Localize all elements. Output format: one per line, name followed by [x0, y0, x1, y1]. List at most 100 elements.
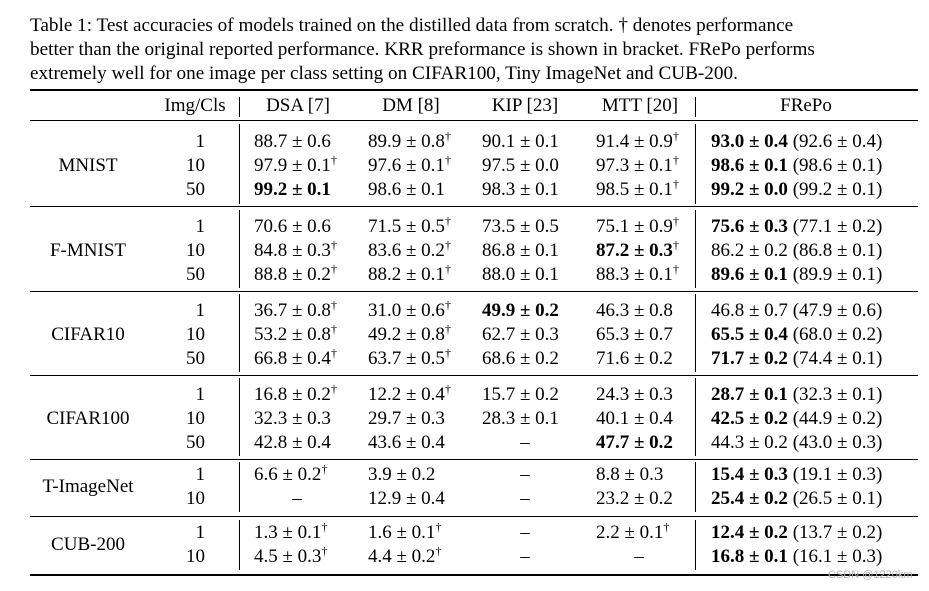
column-divider: [239, 462, 240, 512]
accuracy-cell: 12.4 ± 0.2 (13.7 ± 0.2): [711, 522, 882, 544]
dagger-mark: †: [444, 346, 451, 360]
accuracy-cell: 15.4 ± 0.3 (19.1 ± 0.3): [711, 464, 882, 486]
dagger-mark: †: [444, 153, 451, 167]
accuracy-cell: 98.3 ± 0.1: [482, 179, 559, 201]
caption-line-2: better than the original reported perfor…: [30, 39, 815, 60]
dagger-mark: †: [330, 322, 337, 336]
accuracy-cell: 46.8 ± 0.7 (47.9 ± 0.6): [711, 300, 882, 322]
ipc-value: 50: [186, 264, 205, 285]
accuracy-value: –: [520, 522, 530, 543]
accuracy-value: –: [292, 488, 302, 509]
accuracy-cell: 89.6 ± 0.1 (89.9 ± 0.1): [711, 264, 882, 286]
krr-value: (77.1 ± 0.2): [787, 216, 883, 237]
accuracy-cell: 98.6 ± 0.1 (98.6 ± 0.1): [711, 155, 882, 177]
accuracy-cell: 88.0 ± 0.1: [482, 264, 559, 286]
top-rule: [30, 89, 918, 91]
accuracy-cell: 91.4 ± 0.9†: [596, 130, 679, 153]
dagger-mark: †: [330, 346, 337, 360]
ipc-value: 50: [186, 348, 205, 369]
accuracy-cell: –: [520, 488, 530, 510]
accuracy-value: 43.6 ± 0.4: [368, 432, 445, 453]
ipc-value: 1: [195, 216, 206, 237]
accuracy-value: 32.3 ± 0.3: [254, 408, 331, 429]
accuracy-cell: 4.5 ± 0.3†: [254, 544, 328, 568]
accuracy-value: 68.6 ± 0.2: [482, 348, 559, 369]
accuracy-value: 53.2 ± 0.8: [254, 324, 331, 345]
best-accuracy-value: 42.5 ± 0.2: [711, 408, 788, 429]
accuracy-cell: 1.6 ± 0.1†: [368, 520, 442, 544]
accuracy-value: 6.6 ± 0.2: [254, 464, 322, 485]
accuracy-cell: 28.7 ± 0.1 (32.3 ± 0.1): [711, 384, 882, 406]
dagger-mark: †: [321, 544, 328, 558]
accuracy-value: 40.1 ± 0.4: [596, 408, 673, 429]
accuracy-cell: 70.6 ± 0.6: [254, 216, 331, 238]
accuracy-cell: 84.8 ± 0.3†: [254, 239, 337, 262]
accuracy-value: 75.1 ± 0.9: [596, 216, 673, 237]
accuracy-cell: 89.9 ± 0.8†: [368, 130, 451, 153]
best-accuracy-value: 89.6 ± 0.1: [711, 264, 788, 285]
table-caption: Table 1: Test accuracies of models train…: [30, 14, 910, 86]
accuracy-cell: 49.2 ± 0.8†: [368, 323, 451, 346]
dataset-label: MNIST: [58, 155, 118, 176]
accuracy-value: 44.3 ± 0.2: [711, 432, 788, 453]
accuracy-value: 73.5 ± 0.5: [482, 216, 559, 237]
krr-value: (99.2 ± 0.1): [787, 179, 883, 200]
accuracy-value: –: [634, 546, 644, 567]
accuracy-cell: 40.1 ± 0.4: [596, 408, 673, 430]
accuracy-cell: 8.8 ± 0.3: [596, 464, 663, 486]
accuracy-cell: 65.3 ± 0.7: [596, 324, 673, 346]
header-dm: DM [8]: [382, 95, 440, 116]
krr-value: (86.8 ± 0.1): [787, 240, 883, 261]
dagger-mark: †: [330, 153, 337, 167]
best-accuracy-value: 93.0 ± 0.4: [711, 131, 788, 152]
accuracy-value: 16.8 ± 0.2: [254, 384, 331, 405]
accuracy-cell: 2.2 ± 0.1†: [596, 520, 670, 544]
column-divider: [239, 294, 240, 372]
accuracy-cell: 75.6 ± 0.3 (77.1 ± 0.2): [711, 216, 882, 238]
accuracy-cell: 31.0 ± 0.6†: [368, 299, 451, 322]
header-dsa: DSA [7]: [266, 95, 330, 116]
accuracy-value: 97.9 ± 0.1: [254, 155, 331, 176]
accuracy-value: 88.7 ± 0.6: [254, 131, 331, 152]
krr-value: (47.9 ± 0.6): [787, 300, 883, 321]
accuracy-cell: 25.4 ± 0.2 (26.5 ± 0.1): [711, 488, 882, 510]
dagger-mark: †: [444, 214, 451, 228]
krr-value: (44.9 ± 0.2): [787, 408, 883, 429]
accuracy-cell: 90.1 ± 0.1: [482, 131, 559, 153]
accuracy-value: 70.6 ± 0.6: [254, 216, 331, 237]
caption-line-1: Table 1: Test accuracies of models train…: [30, 15, 794, 36]
ipc-value: 50: [186, 432, 205, 453]
accuracy-cell: 36.7 ± 0.8†: [254, 298, 337, 322]
accuracy-value: 84.8 ± 0.3: [254, 240, 331, 261]
accuracy-cell: 71.7 ± 0.2 (74.4 ± 0.1): [711, 348, 882, 370]
accuracy-value: –: [520, 488, 530, 509]
dagger-mark: †: [330, 262, 337, 276]
krr-value: (26.5 ± 0.1): [787, 488, 883, 509]
accuracy-cell: 97.5 ± 0.0: [482, 155, 559, 177]
dagger-mark: †: [663, 520, 670, 534]
accuracy-value: 83.6 ± 0.2: [368, 240, 445, 261]
accuracy-cell: –: [520, 522, 530, 544]
accuracy-cell: 98.5 ± 0.1†: [596, 178, 679, 201]
accuracy-cell: 63.7 ± 0.5†: [368, 346, 451, 370]
accuracy-cell: 83.6 ± 0.2†: [368, 239, 451, 262]
accuracy-cell: 23.2 ± 0.2: [596, 488, 673, 510]
dagger-mark: †: [330, 298, 337, 312]
header-img-cls: Img/Cls: [164, 95, 226, 116]
ipc-value: 10: [186, 488, 205, 509]
ipc-value: 10: [186, 546, 205, 567]
dagger-mark: †: [672, 153, 679, 167]
dagger-mark: †: [444, 382, 451, 396]
accuracy-value: 12.9 ± 0.4: [368, 488, 445, 509]
accuracy-cell: 86.8 ± 0.1: [482, 240, 559, 262]
krr-value: (13.7 ± 0.2): [787, 522, 883, 543]
group-rule: [30, 375, 918, 376]
accuracy-value: 88.8 ± 0.2: [254, 264, 331, 285]
accuracy-value: 71.6 ± 0.2: [596, 348, 673, 369]
accuracy-value: 1.6 ± 0.1: [368, 522, 436, 543]
krr-value: (19.1 ± 0.3): [787, 464, 883, 485]
best-accuracy-value: 15.4 ± 0.3: [711, 464, 788, 485]
accuracy-cell: 88.3 ± 0.1†: [596, 263, 679, 286]
dagger-mark: †: [435, 520, 442, 534]
accuracy-cell: 73.5 ± 0.5: [482, 216, 559, 238]
